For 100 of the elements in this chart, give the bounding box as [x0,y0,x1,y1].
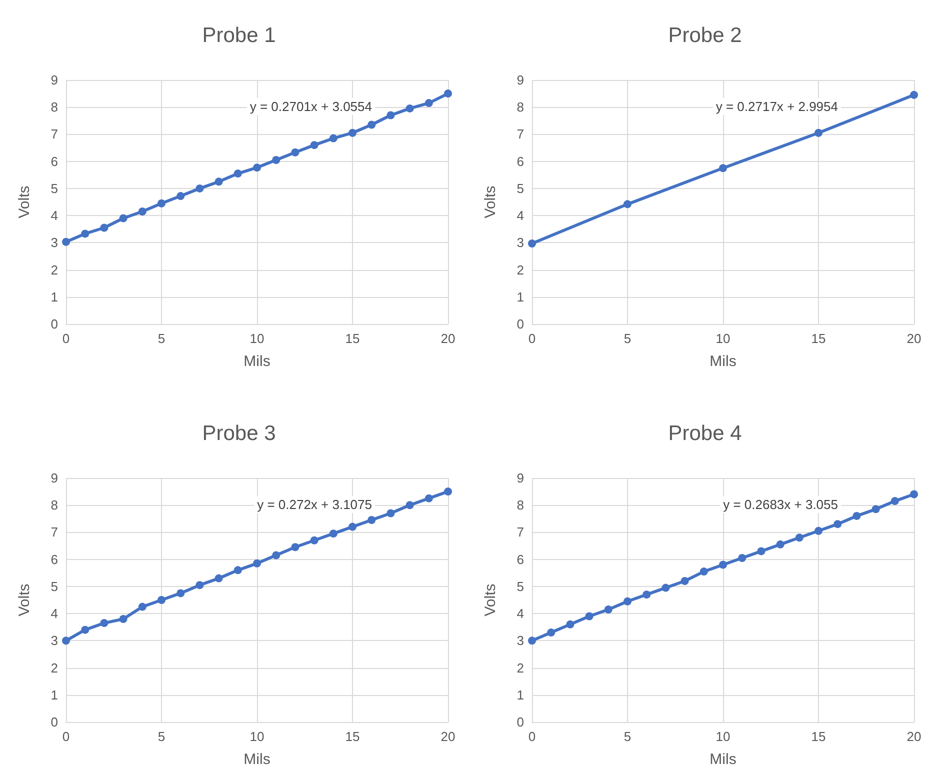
point [624,200,632,208]
point [62,238,70,246]
y-tick-label: 2 [516,660,524,676]
x-axis-title: Mils [710,353,736,370]
x-tick-label: 0 [528,331,536,346]
y-tick-label: 1 [516,687,524,702]
point [196,184,204,192]
y-tick-label: 1 [516,289,524,304]
point [852,512,861,520]
point [424,494,433,502]
point [253,559,261,568]
point [547,628,556,637]
point [138,207,146,216]
chart-title: Probe 4 [668,422,742,445]
y-tick-label: 4 [50,208,58,224]
x-tick-label: 10 [716,331,730,346]
point [642,590,651,599]
point [253,164,261,172]
x-tick-label: 5 [624,729,632,744]
y-tick-label: 5 [516,180,524,196]
point [329,134,338,142]
point [424,99,433,108]
y-tick-label: 0 [50,714,58,730]
y-tick-label: 7 [516,524,524,540]
y-tick-label: 5 [50,578,58,594]
point [234,566,242,574]
point [662,584,670,592]
point [814,128,822,137]
y-tick-label: 8 [50,498,58,513]
x-tick-label: 5 [158,331,166,346]
x-tick-label: 0 [62,331,70,346]
x-tick-label: 20 [906,729,922,744]
point [604,605,612,614]
x-axis-title: Mils [244,353,270,370]
point [196,581,204,590]
point [62,636,70,645]
y-tick-label: 3 [50,235,58,250]
x-tick-label: 20 [440,331,456,346]
y-tick-label: 1 [50,687,58,702]
point [234,170,242,178]
y-tick-label: 9 [50,72,58,88]
point [348,522,356,531]
point [119,614,128,623]
y-tick-label: 6 [50,154,58,169]
chart-title: Probe 1 [202,24,276,47]
y-tick-label: 5 [516,578,524,594]
x-tick-label: 0 [62,729,70,744]
point [890,497,899,506]
point [680,577,689,586]
point [814,526,822,535]
x-tick-label: 15 [345,729,360,744]
x-tick-label: 10 [250,729,264,744]
x-axis-title: Mils [244,751,270,768]
point [757,547,766,556]
point [138,602,146,611]
y-tick-label: 2 [50,262,58,278]
y-tick-label: 0 [516,714,524,730]
y-tick-label: 0 [50,316,58,332]
point [119,214,128,222]
annotation: y = 0.2717x + 2.9954 [716,99,838,114]
point [158,199,166,208]
point [528,239,536,248]
point [272,551,280,560]
y-tick-label: 6 [516,552,524,567]
point [176,589,185,598]
y-tick-label: 3 [516,633,524,648]
x-tick-label: 15 [345,331,360,346]
point [719,164,727,172]
point [406,104,414,112]
point [776,540,784,548]
x-tick-label: 5 [158,729,166,744]
x-axis-title: Mils [710,751,736,768]
point [910,490,918,498]
y-tick-label: 8 [516,498,524,513]
y-axis-title: Volts [482,186,499,218]
x-tick-label: 15 [811,331,826,346]
x-tick-label: 10 [250,331,264,346]
point [291,148,300,156]
point [214,574,223,582]
y-tick-label: 0 [516,316,524,332]
x-tick-label: 5 [624,331,632,346]
y-tick-label: 8 [50,100,58,115]
point [834,520,842,528]
point [329,530,338,538]
y-tick-label: 6 [50,552,58,567]
y-tick-label: 3 [50,633,58,648]
point [585,612,594,620]
y-tick-label: 3 [516,235,524,250]
point [214,178,223,186]
y-tick-label: 4 [516,606,524,622]
point [81,626,90,634]
point [566,620,574,628]
point [272,156,280,164]
y-tick-label: 4 [50,606,58,622]
point [444,488,452,496]
point [310,141,318,150]
y-tick-label: 9 [516,470,524,486]
point [291,543,300,552]
x-tick-label: 10 [716,729,730,744]
x-tick-label: 20 [906,331,922,346]
